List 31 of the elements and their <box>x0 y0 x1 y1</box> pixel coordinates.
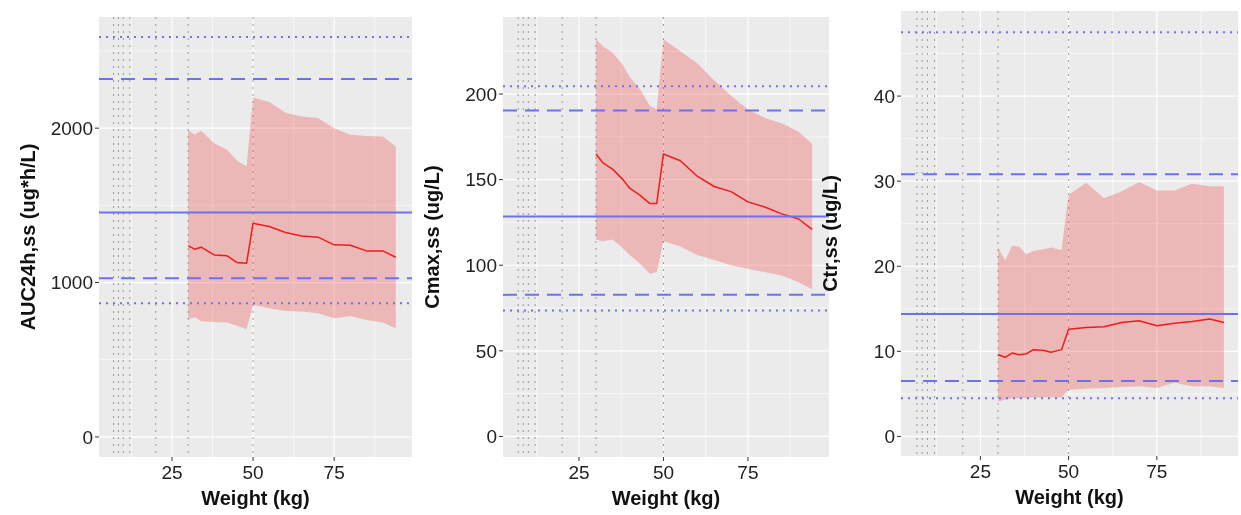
y-tick-label: 100 <box>465 254 497 276</box>
line-series <box>187 222 397 264</box>
line-series <box>595 153 813 231</box>
x-axis-title: Weight (kg) <box>611 487 721 509</box>
y-tick-label: 2000 <box>50 117 93 139</box>
y-tick-label: 20 <box>873 255 895 277</box>
x-tick-label: 50 <box>242 462 264 483</box>
y-tick-label: 0 <box>884 426 895 448</box>
y-tick-label: 10 <box>873 340 895 362</box>
y-axis-title: Ctr,ss (ug/L) <box>819 175 841 292</box>
y-tick-label: 40 <box>873 85 895 107</box>
x-axis-title: Weight (kg) <box>1015 486 1124 508</box>
x-tick-label: 25 <box>568 462 590 483</box>
x-tick-label: 75 <box>323 462 345 483</box>
x-tick-label: 50 <box>652 462 675 483</box>
x-tick-label: 25 <box>969 461 991 482</box>
y-tick-label: 0 <box>82 426 93 448</box>
x-tick-label: 75 <box>737 462 759 483</box>
y-tick-label: 1000 <box>50 272 93 294</box>
y-tick-label: 150 <box>465 169 497 191</box>
x-tick-label: 75 <box>1146 461 1168 482</box>
y-axis-title: Cmax,ss (ug/L) <box>421 165 443 309</box>
y-tick-label: 30 <box>873 170 895 192</box>
y-axis-title: AUC24h,ss (ug*h/L) <box>17 143 39 331</box>
y-tick-label: 0 <box>486 426 497 448</box>
x-tick-label: 50 <box>1058 461 1080 482</box>
x-axis-title: Weight (kg) <box>201 487 310 509</box>
y-tick-label: 50 <box>475 340 497 362</box>
line-series <box>997 318 1225 359</box>
x-tick-label: 25 <box>161 462 183 483</box>
y-tick-label: 200 <box>465 83 497 105</box>
